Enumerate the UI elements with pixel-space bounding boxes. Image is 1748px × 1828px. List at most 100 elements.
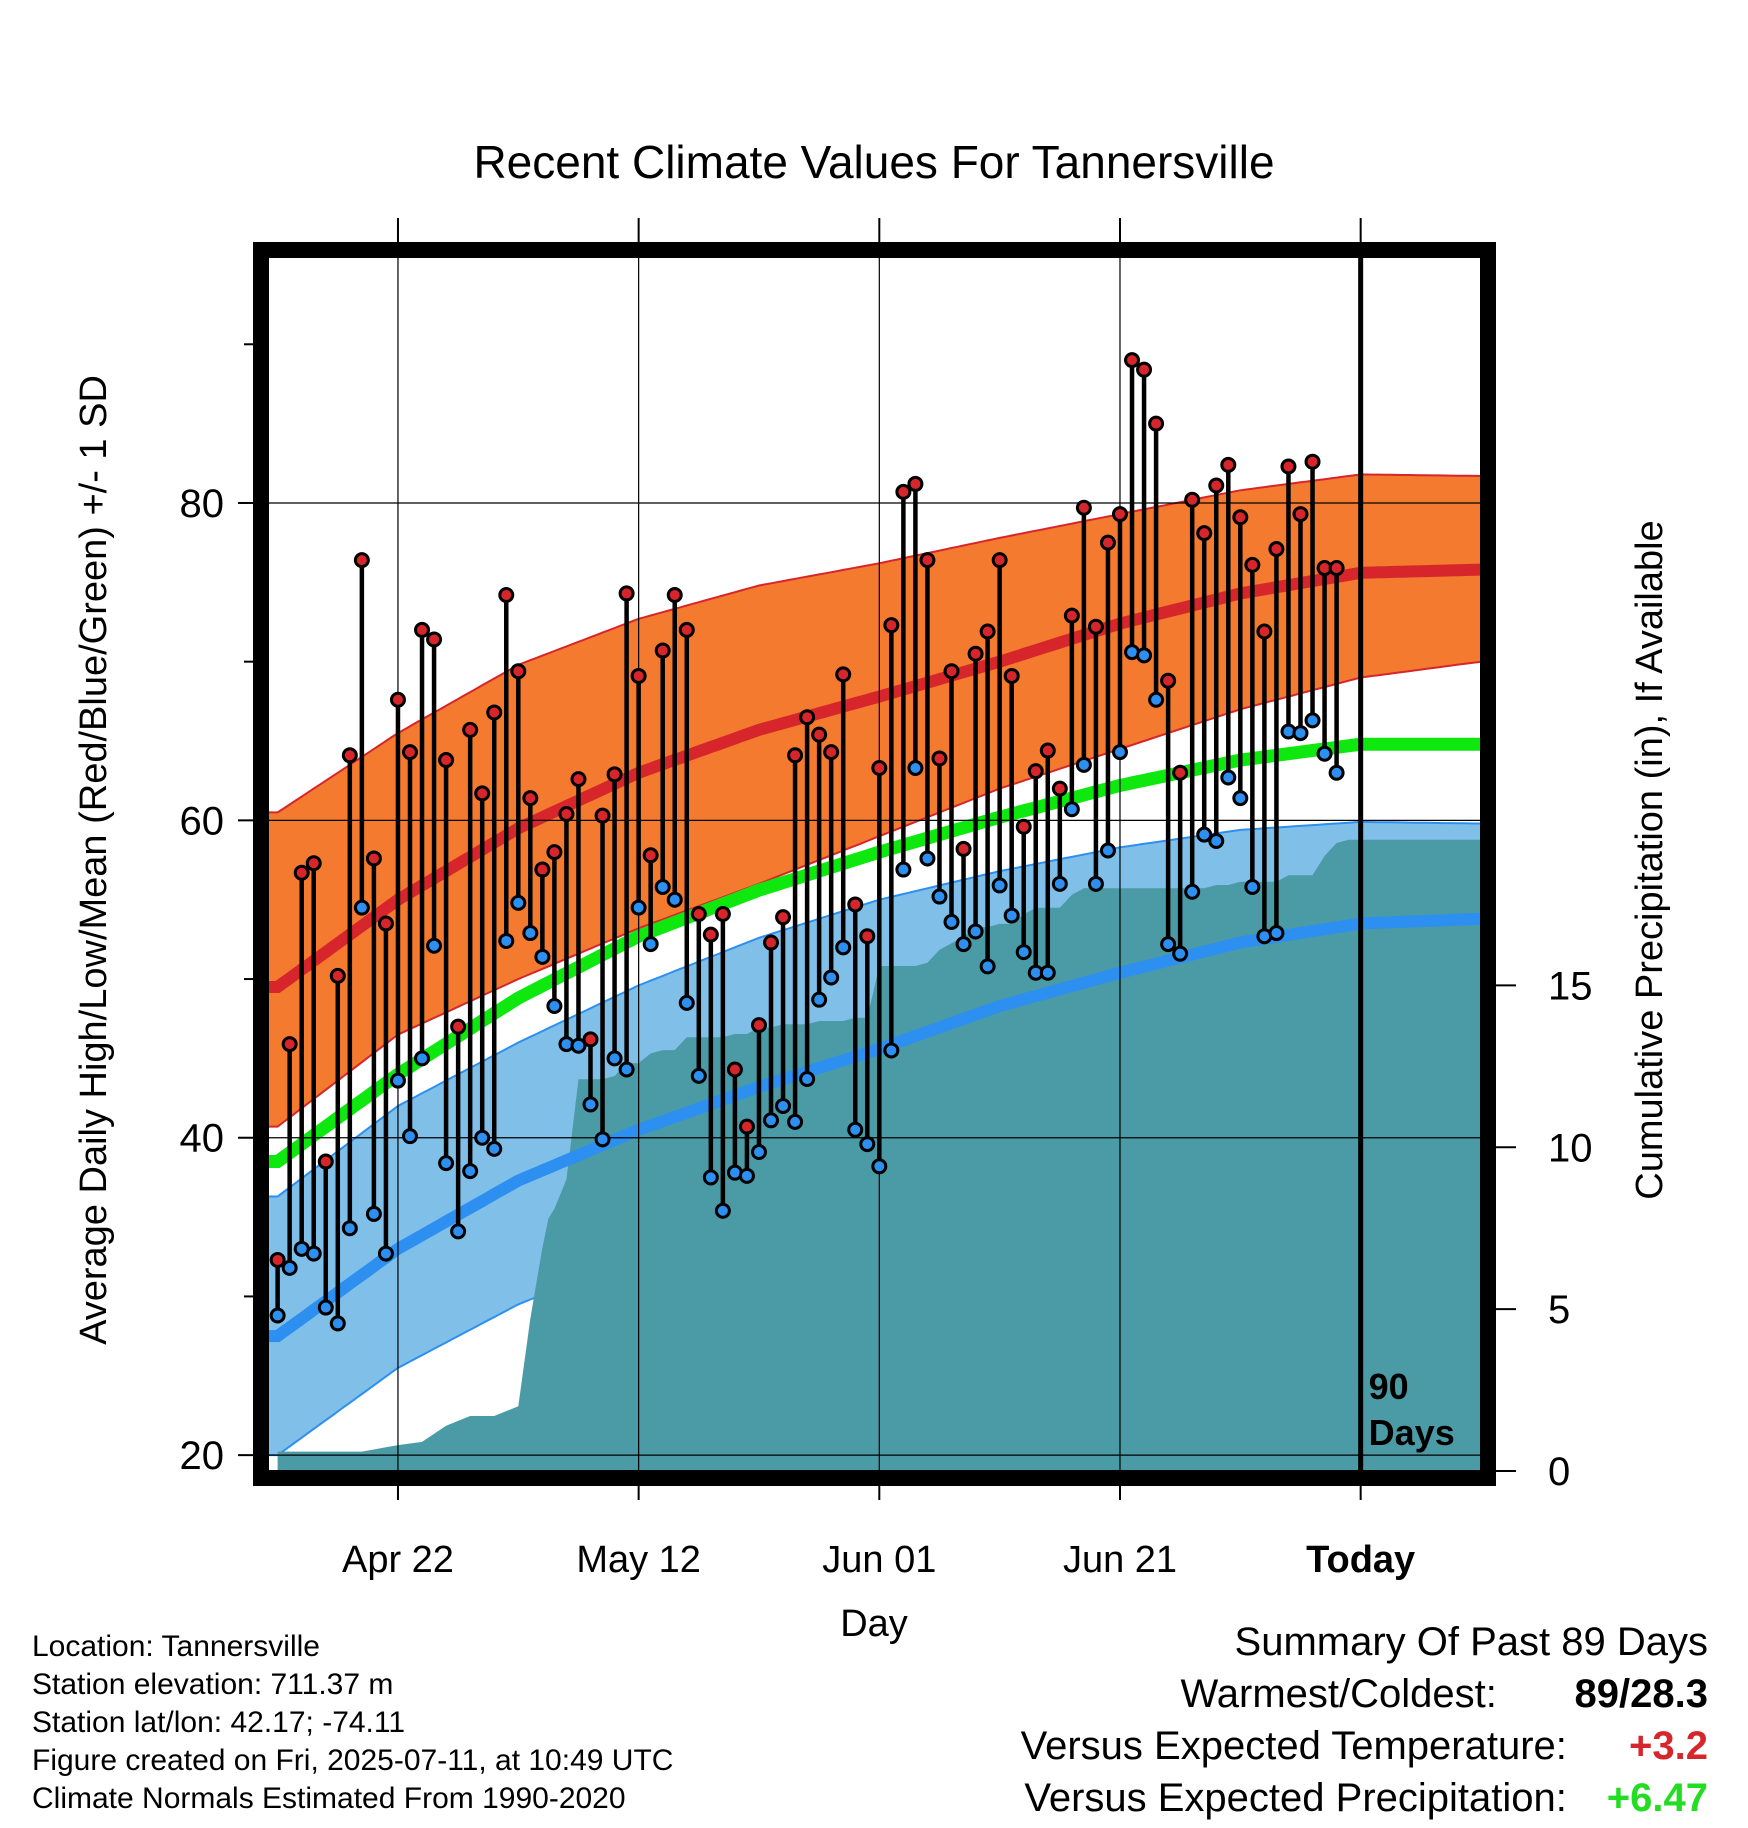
daily-high-point — [618, 585, 635, 602]
daily-high-point — [281, 1036, 298, 1053]
daily-high-point — [883, 617, 900, 634]
daily-high-point — [1184, 491, 1201, 508]
daily-high-point — [750, 1017, 767, 1034]
daily-low-point — [1172, 945, 1189, 962]
daily-high-point — [763, 934, 780, 951]
daily-low-point — [991, 877, 1008, 894]
today-days-label-0: 90 — [1369, 1366, 1409, 1407]
daily-high-point — [414, 621, 431, 638]
daily-low-point — [895, 861, 912, 878]
daily-high-point — [365, 850, 382, 867]
daily-high-point — [353, 552, 370, 569]
daily-low-point — [702, 1169, 719, 1186]
daily-high-point — [1196, 525, 1213, 542]
daily-high-point — [642, 847, 659, 864]
daily-low-point — [329, 1315, 346, 1332]
daily-high-point — [1220, 456, 1237, 473]
daily-low-point — [1328, 764, 1345, 781]
daily-high-point — [1172, 764, 1189, 781]
daily-low-point — [654, 879, 671, 896]
daily-high-point — [907, 475, 924, 492]
daily-high-point — [859, 928, 876, 945]
summary-precip: Versus Expected Precipitation: +6.47 — [1024, 1776, 1708, 1821]
daily-low-point — [763, 1112, 780, 1129]
daily-low-point — [1196, 826, 1213, 843]
daily-high-point — [534, 861, 551, 878]
x-tick-label-3: Jun 21 — [1063, 1539, 1177, 1581]
daily-high-point — [1148, 415, 1165, 432]
daily-high-point — [1304, 453, 1321, 470]
daily-high-point — [510, 663, 527, 680]
daily-high-point — [1003, 667, 1020, 684]
x-tick-label-2: Jun 01 — [822, 1539, 936, 1581]
x-axis-label: Day — [840, 1603, 908, 1645]
daily-low-point — [269, 1307, 286, 1324]
daily-low-point — [979, 958, 996, 975]
daily-low-point — [606, 1050, 623, 1067]
daily-high-point — [1280, 458, 1297, 475]
daily-high-point — [726, 1061, 743, 1078]
daily-low-point — [570, 1037, 587, 1054]
y2-tick-label-1: 5 — [1548, 1288, 1570, 1332]
daily-high-point — [1039, 742, 1056, 759]
daily-high-point — [1256, 623, 1273, 640]
y-tick-label-0: 20 — [180, 1434, 225, 1478]
daily-low-point — [1003, 907, 1020, 924]
daily-high-point — [522, 790, 539, 807]
daily-high-point — [919, 552, 936, 569]
daily-low-point — [678, 994, 695, 1011]
daily-high-point — [943, 663, 960, 680]
daily-high-point — [305, 855, 322, 872]
daily-low-point — [1160, 936, 1177, 953]
daily-high-point — [1208, 477, 1225, 494]
summary-temp: Versus Expected Temperature: +3.2 — [1021, 1724, 1708, 1769]
daily-low-point — [630, 899, 647, 916]
chart-title: Recent Climate Values For Tannersville — [473, 136, 1274, 188]
daily-high-point — [1063, 607, 1080, 624]
daily-high-point — [594, 807, 611, 824]
daily-low-point — [787, 1113, 804, 1130]
daily-high-point — [775, 909, 792, 926]
daily-high-point — [678, 621, 695, 638]
y2-tick-label-0: 0 — [1548, 1450, 1570, 1494]
daily-low-point — [1304, 712, 1321, 729]
daily-low-point — [341, 1220, 358, 1237]
daily-low-point — [955, 936, 972, 953]
daily-low-point — [1075, 756, 1092, 773]
daily-low-point — [317, 1299, 334, 1316]
x-tick-label-1: May 12 — [576, 1539, 701, 1581]
daily-high-point — [871, 759, 888, 776]
daily-high-point — [426, 631, 443, 648]
y-tick-label-3: 80 — [180, 482, 225, 526]
daily-high-point — [1099, 534, 1116, 551]
footer-latlon: Station lat/lon: 42.17; -74.11 — [32, 1706, 406, 1739]
daily-low-point — [883, 1042, 900, 1059]
daily-low-point — [389, 1072, 406, 1089]
footer-normals: Climate Normals Estimated From 1990-2020 — [32, 1782, 626, 1815]
y-tick-label-2: 60 — [180, 799, 225, 843]
daily-high-point — [1244, 556, 1261, 573]
daily-high-point — [293, 864, 310, 881]
data-marks — [269, 352, 1345, 1332]
daily-high-point — [799, 709, 816, 726]
daily-high-point — [787, 747, 804, 764]
daily-low-point — [907, 759, 924, 776]
daily-high-point — [341, 747, 358, 764]
daily-high-point — [1027, 763, 1044, 780]
daily-low-point — [750, 1144, 767, 1161]
daily-low-point — [1184, 883, 1201, 900]
daily-low-point — [967, 923, 984, 940]
daily-low-point — [305, 1245, 322, 1262]
daily-low-point — [498, 932, 515, 949]
daily-high-point — [329, 967, 346, 984]
daily-high-point — [630, 667, 647, 684]
daily-low-point — [534, 948, 551, 965]
summary-warm-cold: Warmest/Coldest: 89/28.3 — [1181, 1672, 1709, 1717]
footer-location: Location: Tannersville — [32, 1630, 320, 1663]
y-tick-label-1: 40 — [180, 1117, 225, 1161]
daily-high-point — [606, 766, 623, 783]
daily-high-point — [1160, 672, 1177, 689]
grid-lines: 90 Days — [268, 257, 1481, 1471]
daily-low-point — [618, 1061, 635, 1078]
daily-low-point — [1244, 879, 1261, 896]
